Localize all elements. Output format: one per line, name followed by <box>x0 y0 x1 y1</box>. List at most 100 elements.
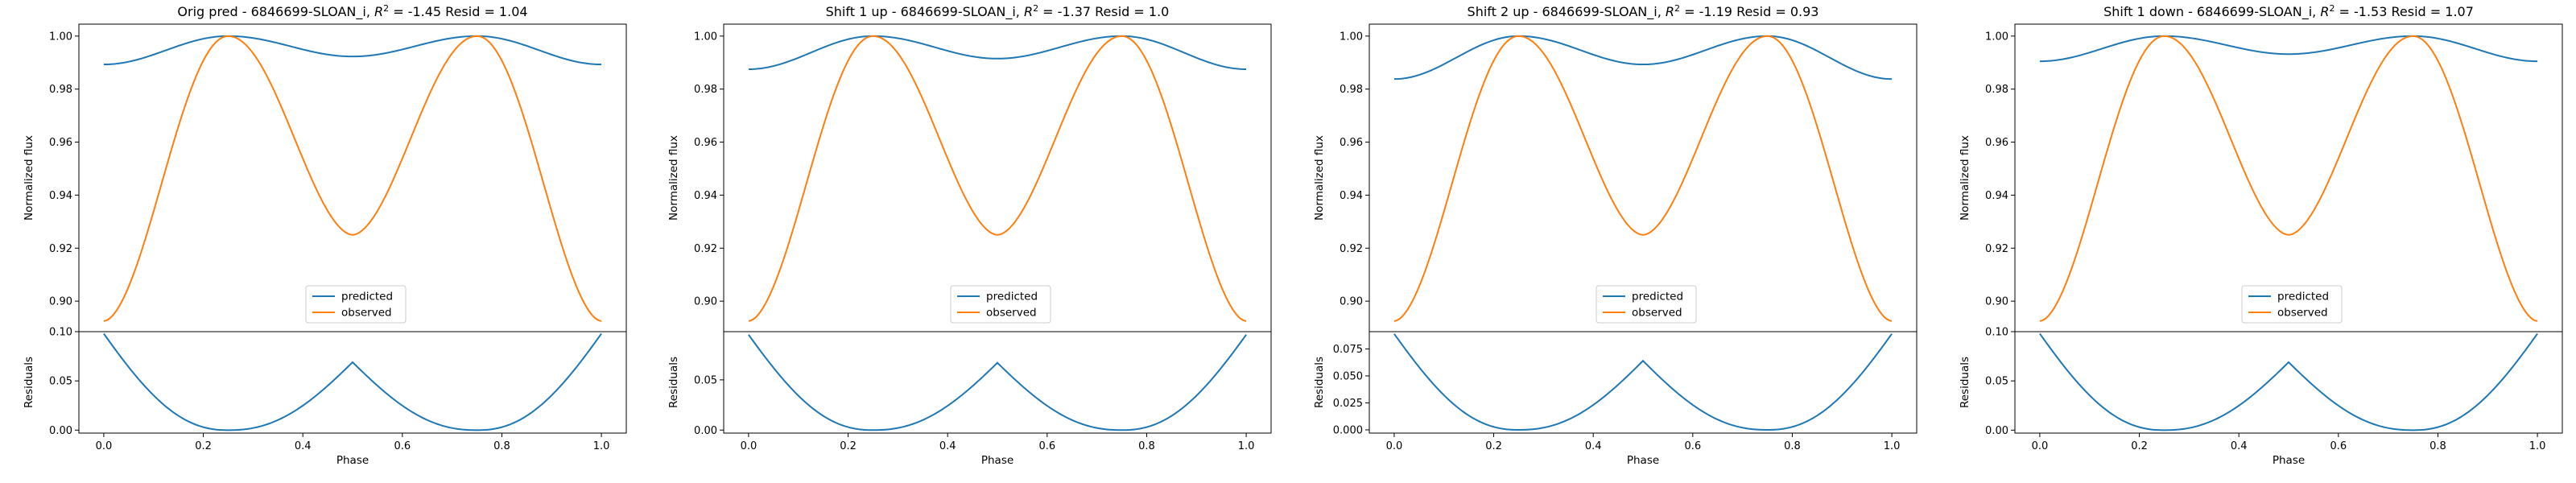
top-ytick-label: 0.98 <box>694 84 717 96</box>
xtick-label: 0.6 <box>2330 440 2347 452</box>
xtick-label: 0.2 <box>1485 440 1502 452</box>
top-ytick-label: 0.94 <box>1340 190 1363 202</box>
residual-ytick-label: 0.05 <box>1985 376 2008 388</box>
top-ytick-label: 0.90 <box>1985 296 2008 308</box>
legend-observed-label: observed <box>2277 307 2328 320</box>
xlabel: Phase <box>1627 454 1659 467</box>
legend-predicted-label: predicted <box>1632 291 1683 303</box>
top-ytick-label: 0.92 <box>49 243 72 255</box>
residual-ylabel: Residuals <box>1959 357 1971 408</box>
top-ylabel: Normalized flux <box>23 135 35 221</box>
xtick-label: 0.0 <box>1386 440 1403 452</box>
residual-ytick-label: 0.075 <box>1333 344 1363 356</box>
xtick-label: 0.6 <box>1038 440 1055 452</box>
residual-ytick-label: 0.025 <box>1333 398 1363 410</box>
xtick-label: 0.8 <box>1784 440 1801 452</box>
top-ylabel: Normalized flux <box>667 135 680 221</box>
residual-ylabel: Residuals <box>23 357 35 408</box>
xtick-label: 0.6 <box>394 440 411 452</box>
top-ytick-label: 0.94 <box>49 190 72 202</box>
title-r2-symbol: R <box>1024 4 1033 19</box>
chart-title: Orig pred - 6846699-SLOAN_i, R2 = -1.45 … <box>177 3 527 21</box>
title-r2-symbol: R <box>2320 4 2329 19</box>
xlabel: Phase <box>336 454 369 467</box>
top-ytick-label: 0.98 <box>1985 84 2008 96</box>
top-ytick-label: 1.00 <box>694 31 717 43</box>
title-suffix: = -1.53 Resid = 1.07 <box>2334 4 2473 19</box>
observed-line <box>2039 35 2538 322</box>
title-r2-superscript: 2 <box>1033 3 1038 14</box>
legend-box <box>950 285 1051 324</box>
xtick-label: 0.4 <box>295 440 312 452</box>
top-ytick-label: 0.90 <box>694 296 717 308</box>
top-ytick-label: 1.00 <box>1985 31 2008 43</box>
residual-line <box>748 334 1247 431</box>
legend-predicted-label: predicted <box>986 291 1038 303</box>
xtick-label: 1.0 <box>1238 440 1255 452</box>
legend-box <box>305 285 407 324</box>
top-ytick-label: 0.94 <box>694 190 717 202</box>
top-ytick-label: 0.96 <box>694 137 717 149</box>
chart-title: Shift 2 up - 6846699-SLOAN_i, R2 = -1.19… <box>1468 3 1819 21</box>
predicted-line <box>1393 35 1893 80</box>
residual-line <box>1393 333 1893 431</box>
observed-line <box>103 35 602 322</box>
legend-box <box>1596 285 1697 324</box>
residual-ytick-label: 0.00 <box>694 425 717 437</box>
title-suffix: = -1.37 Resid = 1.0 <box>1038 4 1169 19</box>
title-prefix: Shift 1 up - 6846699-SLOAN_i, <box>826 4 1024 20</box>
xtick-label: 0.8 <box>1138 440 1155 452</box>
xtick-label: 0.2 <box>2131 440 2148 452</box>
residual-ytick-label: 0.05 <box>694 374 717 386</box>
title-prefix: Shift 1 down - 6846699-SLOAN_i, <box>2103 4 2320 20</box>
xlabel: Phase <box>2273 454 2305 467</box>
xtick-label: 0.4 <box>939 440 956 452</box>
top-ytick-label: 0.90 <box>49 296 72 308</box>
predicted-line <box>748 35 1247 70</box>
top-ytick-label: 1.00 <box>1340 31 1363 43</box>
residual-ytick-label: 0.10 <box>49 327 72 339</box>
top-ytick-label: 0.96 <box>49 137 72 149</box>
legend-observed-label: observed <box>986 307 1037 320</box>
residual-ytick-label: 0.10 <box>1985 327 2008 339</box>
top-ytick-label: 0.96 <box>1340 137 1363 149</box>
chart-panel-2: Shift 1 up - 6846699-SLOAN_i, R2 = -1.37… <box>667 3 1272 467</box>
xlabel: Phase <box>981 454 1013 467</box>
chart-title: Shift 1 up - 6846699-SLOAN_i, R2 = -1.37… <box>826 3 1170 21</box>
top-ytick-label: 0.92 <box>694 243 717 255</box>
xtick-label: 1.0 <box>1884 440 1901 452</box>
xtick-label: 0.0 <box>741 440 758 452</box>
residual-ylabel: Residuals <box>667 357 680 408</box>
legend-observed-label: observed <box>341 307 392 320</box>
xtick-label: 0.2 <box>840 440 857 452</box>
chart-panel-3: Shift 2 up - 6846699-SLOAN_i, R2 = -1.19… <box>1313 3 1918 467</box>
residual-ytick-label: 0.000 <box>1333 424 1363 436</box>
top-ylabel: Normalized flux <box>1959 135 1971 221</box>
top-ytick-label: 0.98 <box>49 84 72 96</box>
xtick-label: 0.0 <box>2032 440 2049 452</box>
title-r2-superscript: 2 <box>383 3 389 14</box>
predicted-line <box>2039 35 2538 63</box>
chart-panel-1: Orig pred - 6846699-SLOAN_i, R2 = -1.45 … <box>23 3 627 467</box>
top-ylabel: Normalized flux <box>1313 135 1326 221</box>
residual-ytick-label: 0.00 <box>1985 425 2008 437</box>
top-ytick-label: 1.00 <box>49 31 72 43</box>
title-prefix: Orig pred - 6846699-SLOAN_i, <box>177 4 374 20</box>
legend-predicted-label: predicted <box>2277 291 2329 303</box>
residual-ytick-label: 0.05 <box>49 376 72 388</box>
observed-line <box>748 35 1247 322</box>
legend-predicted-label: predicted <box>341 291 393 303</box>
top-ytick-label: 0.98 <box>1340 84 1363 96</box>
xtick-label: 0.6 <box>1684 440 1701 452</box>
observed-line <box>1393 35 1893 322</box>
top-ytick-label: 0.96 <box>1985 137 2008 149</box>
residual-axes-frame <box>1368 331 1918 434</box>
legend-box <box>2241 285 2343 324</box>
title-r2-symbol: R <box>374 4 383 19</box>
xtick-label: 1.0 <box>2529 440 2546 452</box>
title-prefix: Shift 2 up - 6846699-SLOAN_i, <box>1468 4 1666 20</box>
top-ytick-label: 0.92 <box>1340 243 1363 255</box>
residual-axes-frame <box>2014 331 2563 434</box>
